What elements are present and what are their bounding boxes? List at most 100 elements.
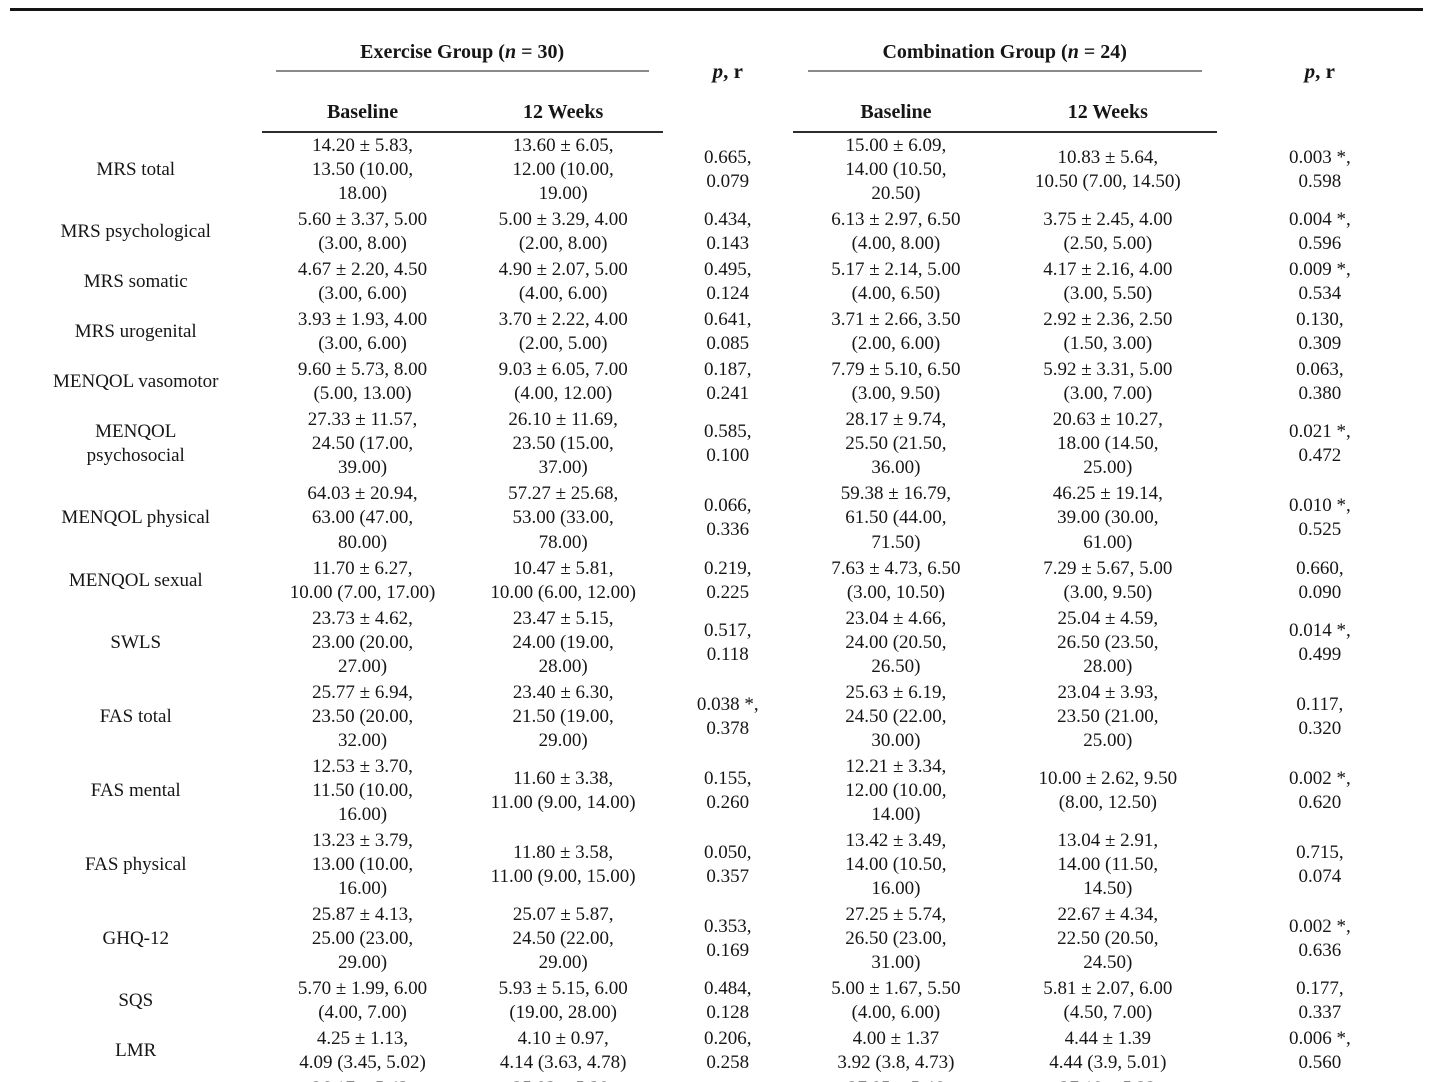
cell-p-r-combination: 0.001 *, 0.652 [1217,1076,1423,1082]
cell-p-r-exercise: 0.585, 0.100 [704,421,752,467]
row-label: SWLS [110,631,162,653]
combination-12weeks-header: 12 Weeks [999,95,1217,133]
cell-exercise-12weeks: 4.90 ± 2.07, 5.00 (4.00, 6.00) [498,259,628,305]
cell-combination-12weeks: 23.04 ± 3.93, 23.50 (21.00, 25.00) [1057,681,1159,751]
cell-combination-baseline: 23.04 ± 4.66, 24.00 (20.50, 26.50) [845,607,947,677]
cell-combination-12weeks: 25.04 ± 4.59, 26.50 (23.50, 28.00) [1057,607,1159,677]
cell-combination-baseline: 5.00 ± 1.67, 5.50 (4.00, 6.00) [831,978,961,1024]
cell-exercise-12weeks: 57.27 ± 25.68, 53.00 (33.00, 78.00) [508,483,619,553]
cell-exercise-baseline: 25.77 ± 6.94, 23.50 (20.00, 32.00) [311,681,414,751]
cell-combination-baseline: 27.85 ± 5.46 26.75 (23.25, 32.60) [793,1076,999,1082]
p-r-header-combination: p, r [1217,10,1423,133]
cell-p-r-exercise: 0.038 *, 0.378 [696,693,759,739]
cell-combination-baseline: 15.00 ± 6.09, 14.00 (10.50, 20.50) [845,135,947,205]
cell-combination-12weeks: 4.44 ± 1.39 4.44 (3.9, 5.01) [1049,1028,1167,1074]
cell-exercise-baseline: 11.70 ± 6.27, 10.00 (7.00, 17.00) [289,557,436,603]
cell-p-r-combination: 0.021 *, 0.472 [1288,421,1351,467]
cell-combination-baseline: 4.00 ± 1.37 3.92 (3.8, 4.73) [837,1028,955,1074]
cell-p-r-exercise: 0.517, 0.118 [704,619,752,665]
cell-exercise-baseline: 23.73 ± 4.62, 23.00 (20.00, 27.00) [311,607,414,677]
table-row: SQS 5.70 ± 1.99, 6.00 (4.00, 7.00) 5.93 … [10,976,1423,1026]
cell-exercise-12weeks: 11.60 ± 3.38, 11.00 (9.00, 14.00) [490,767,636,813]
cell-p-r-exercise: 0.353, 0.169 [704,915,752,962]
cell-p-r-exercise: 0.434, 0.143 [704,209,752,255]
results-table: Exercise Group (n = 30) p, r Combination… [10,8,1423,1082]
cell-p-r-combination: 0.004 *, 0.596 [1288,209,1351,255]
cell-combination-12weeks: 10.83 ± 5.64, 10.50 (7.00, 14.50) [1035,147,1181,193]
cell-exercise-12weeks: 23.40 ± 6.30, 21.50 (19.00, 29.00) [512,681,614,751]
exercise-group-label-post: = 30) [516,41,565,63]
cell-exercise-12weeks: 25.07 ± 5.87, 24.50 (22.00, 29.00) [512,903,614,974]
cell-combination-12weeks: 22.67 ± 4.34, 22.50 (20.50, 24.50) [1057,903,1159,974]
row-label: MENQOL psychosocial [86,421,185,467]
p-symbol: p [1304,59,1316,84]
combination-baseline-header: Baseline [792,95,1000,133]
cell-combination-12weeks: 3.75 ± 2.45, 4.00 (2.50, 5.00) [1043,209,1173,255]
row-label: MRS somatic [83,271,188,293]
cell-exercise-12weeks: 5.00 ± 3.29, 4.00 (2.00, 8.00) [498,209,628,255]
cell-combination-baseline: 12.21 ± 3.34, 12.00 (10.00, 14.00) [845,755,947,825]
row-label: MENQOL vasomotor [52,371,219,393]
combination-group-label-pre: Combination Group ( [882,41,1068,63]
cell-exercise-12weeks: 9.03 ± 6.05, 7.00 (4.00, 12.00) [498,359,628,405]
cell-p-r-combination: 0.715, 0.074 [1296,841,1344,887]
cell-exercise-baseline: 13.23 ± 3.79, 13.00 (10.00, 16.00) [311,829,414,899]
cell-combination-12weeks: 5.92 ± 3.31, 5.00 (3.00, 7.00) [1043,359,1173,405]
table-row: MRS psychological 5.60 ± 3.37, 5.00 (3.0… [10,207,1423,257]
row-label: MENQOL sexual [68,569,203,591]
cell-exercise-baseline: 25.87 ± 4.13, 25.00 (23.00, 29.00) [311,903,414,974]
cell-p-r-combination: 0.177, 0.337 [1296,978,1344,1024]
group-header-row: Exercise Group (n = 30) p, r Combination… [10,10,1423,96]
cell-exercise-baseline: 64.03 ± 20.94, 63.00 (47.00, 80.00) [307,483,418,553]
row-label: MENQOL physical [61,507,211,529]
table-row: MENQOL physical 64.03 ± 20.94, 63.00 (47… [10,481,1423,555]
table-row: LMR 4.25 ± 1.13, 4.09 (3.45, 5.02) 4.10 … [10,1026,1423,1076]
table-row: FAS mental 12.53 ± 3.70, 11.50 (10.00, 1… [10,754,1423,828]
empty-corner-cell [10,10,262,133]
exercise-baseline-header: Baseline [261,95,464,133]
cell-exercise-12weeks: 5.93 ± 5.15, 6.00 (19.00, 28.00) [498,978,628,1024]
cell-p-r-exercise: 0.206, 0.258 [704,1028,752,1074]
row-label: MRS psychological [60,221,211,243]
table-row: MRS somatic 4.67 ± 2.20, 4.50 (3.00, 6.0… [10,257,1423,307]
cell-combination-12weeks: 4.17 ± 2.16, 4.00 (3.00, 5.50) [1043,259,1173,305]
cell-combination-12weeks: 13.04 ± 2.91, 14.00 (11.50, 14.50) [1057,829,1159,899]
cell-exercise-baseline: 3.93 ± 1.93, 4.00 (3.00, 6.00) [297,309,428,355]
cell-p-r-exercise: 0.294, 0.191 [663,1076,793,1082]
cell-p-r-combination: 0.014 *, 0.499 [1288,619,1351,665]
cell-combination-baseline: 3.71 ± 2.66, 3.50 (2.00, 6.00) [831,309,961,355]
cell-exercise-12weeks: 25.93 ± 5.38, 25.15 (21.20, 29.10) [464,1076,663,1082]
cell-combination-12weeks: 2.92 ± 2.36, 2.50 (1.50, 3.00) [1043,309,1173,355]
exercise-group-n-symbol: n [504,41,517,63]
row-label: FAS total [99,705,172,727]
cell-p-r-combination: 0.117, 0.320 [1296,693,1344,739]
table-row: GHQ-12 25.87 ± 4.13, 25.00 (23.00, 29.00… [10,902,1423,976]
p-symbol: p [712,59,724,84]
cell-combination-baseline: 28.17 ± 9.74, 25.50 (21.50, 36.00) [845,409,947,479]
cell-exercise-baseline: 5.60 ± 3.37, 5.00 (3.00, 8.00) [297,209,428,255]
table-row: FAS physical 13.23 ± 3.79, 13.00 (10.00,… [10,828,1423,902]
cell-combination-baseline: 6.13 ± 2.97, 6.50 (4.00, 8.00) [831,209,961,255]
exercise-group-header-text: Exercise Group (n = 30) [275,34,649,72]
combination-group-label-post: = 24) [1078,41,1127,63]
cell-combination-12weeks: 20.63 ± 10.27, 18.00 (14.50, 25.00) [1052,409,1163,479]
exercise-group-header: Exercise Group (n = 30) [262,10,663,96]
cell-p-r-combination: 0.002 *, 0.636 [1288,915,1351,962]
cell-p-r-exercise: 0.641, 0.085 [704,309,752,355]
cell-p-r-combination: 0.010 *, 0.525 [1288,495,1351,541]
cell-combination-12weeks: 7.29 ± 5.67, 5.00 (3.00, 9.50) [1043,557,1173,603]
cell-p-r-combination: 0.002 *, 0.620 [1288,767,1351,813]
r-symbol: , r [1315,59,1335,84]
cell-exercise-baseline: 14.20 ± 5.83, 13.50 (10.00, 18.00) [311,135,414,205]
table-row: MENQOL vasomotor 9.60 ± 5.73, 8.00 (5.00… [10,357,1423,407]
cell-combination-baseline: 7.63 ± 4.73, 6.50 (3.00, 10.50) [831,557,961,603]
cell-combination-12weeks: 46.25 ± 19.14, 39.00 (30.00, 61.00) [1052,483,1163,553]
cell-p-r-exercise: 0.484, 0.128 [704,978,752,1024]
row-label: FAS mental [90,779,181,801]
cell-exercise-baseline: 9.60 ± 5.73, 8.00 (5.00, 13.00) [297,359,428,405]
cell-combination-baseline: 59.38 ± 16.79, 61.50 (44.00, 71.50) [840,483,951,553]
cell-combination-baseline: 13.42 ± 3.49, 14.00 (10.50, 16.00) [845,829,947,899]
exercise-group-label-pre: Exercise Group ( [360,41,505,63]
row-label: SQS [118,990,154,1012]
